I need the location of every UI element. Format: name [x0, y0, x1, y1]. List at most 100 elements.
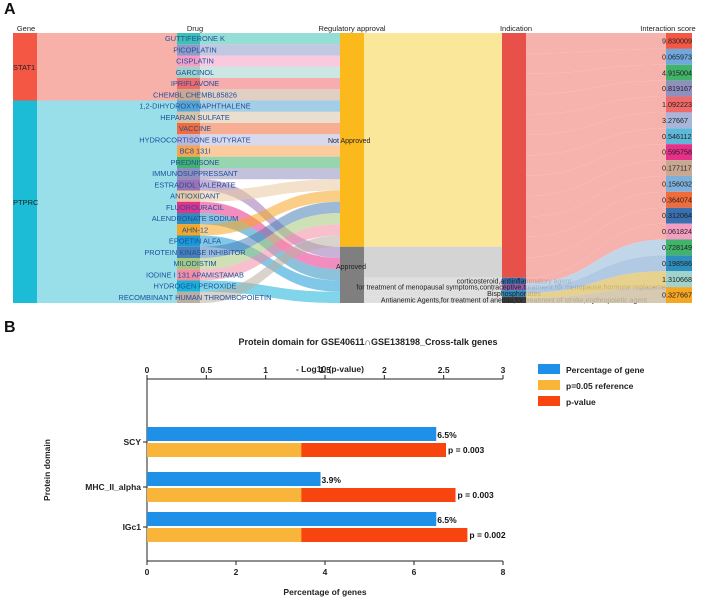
score-label: 0.819167 [662, 84, 692, 93]
column-header: Gene [17, 24, 35, 33]
indication-score-flow [526, 160, 666, 217]
indication-score-flow [526, 255, 666, 293]
legend-label: Percentage of gene [566, 365, 645, 375]
indication-score-flow [526, 207, 666, 278]
score-label: 0.364074 [662, 195, 692, 204]
score-node [666, 191, 692, 208]
drug-node [177, 269, 200, 281]
bottom-tick-label: 4 [323, 567, 328, 577]
drug-label: IPRIFLAVONE [171, 79, 219, 88]
drug-node [177, 66, 200, 78]
approval-label: Not Approved [328, 138, 371, 145]
score-node [666, 175, 692, 192]
drug-approval-ribbon [200, 213, 340, 270]
gene-flow-stat1 [37, 33, 177, 101]
percentage-bar [147, 512, 437, 526]
approval-indication-flow [364, 296, 502, 303]
drug-approval-ribbon [200, 44, 340, 56]
drug-node [177, 78, 200, 90]
drug-label: IMMUNOSUPPRESSANT [152, 169, 238, 178]
score-label: 0.061824 [662, 227, 692, 236]
indication-score-flow [526, 80, 666, 115]
score-node [666, 48, 692, 65]
drug-approval-ribbon [200, 235, 340, 303]
bottom-tick-label: 8 [501, 567, 506, 577]
legend-swatch [538, 364, 560, 374]
drug-approval-ribbon [200, 145, 340, 157]
drug-approval-ribbon [200, 134, 340, 146]
drug-approval-ribbon [200, 179, 340, 202]
indication-node [502, 290, 526, 297]
bottom-axis-title: Percentage of genes [283, 587, 366, 597]
approval-indication-flow [364, 290, 502, 297]
drug-approval-ribbon [200, 33, 340, 45]
score-node [666, 96, 692, 113]
drug-node [177, 235, 200, 247]
top-tick-label: 2 [382, 365, 387, 375]
drug-label: PICOPLATIN [173, 45, 216, 54]
drug-node [177, 280, 200, 292]
score-node [666, 128, 692, 145]
indication-node [502, 284, 526, 291]
reference-bar [147, 528, 302, 542]
drug-node [177, 145, 200, 157]
drug-approval-ribbon [200, 89, 340, 101]
score-label: 1.092223 [662, 100, 692, 109]
drug-approval-ribbon [200, 156, 340, 168]
gene-node-stat1 [13, 33, 37, 101]
indication-node [502, 296, 526, 303]
score-label: 0.728149 [662, 243, 692, 252]
top-tick-label: 3 [501, 365, 506, 375]
drug-label: RECOMBINANT HUMAN THROMBOPOIETIN [119, 293, 272, 302]
drug-label: GARCINOL [176, 68, 215, 77]
approval-indication-flow [364, 246, 502, 278]
drug-label: HYDROGEN PEROXIDE [154, 282, 237, 291]
drug-label: VACCINE [179, 124, 211, 133]
legend-swatch [538, 396, 560, 406]
indication-node [502, 277, 526, 285]
top-axis-title: - Log10 (p-value) [296, 364, 364, 374]
gene-label: STAT1 [13, 63, 35, 72]
drug-label: ANTIOXIDANT [170, 192, 220, 201]
approval-indication-flow [364, 277, 502, 285]
drug-node [177, 246, 200, 258]
approval-node [340, 33, 364, 247]
drug-label: PROTEIN KINASE INHIBITOR [144, 248, 245, 257]
score-node [666, 207, 692, 224]
drug-label: CHEMBL CHEMBL85826 [153, 90, 237, 99]
approval-label: Approved [336, 264, 366, 271]
pvalue-label: p = 0.003 [448, 445, 484, 455]
indication-score-flow [526, 271, 666, 298]
score-node [666, 223, 692, 240]
drug-approval-ribbon [200, 100, 340, 112]
approval-indication-flow [364, 284, 502, 291]
indication-node-main [502, 33, 526, 278]
score-label: 0.312064 [662, 211, 692, 220]
percentage-label: 3.9% [322, 475, 342, 485]
bottom-tick-label: 6 [412, 567, 417, 577]
indication-label: Bisphosphonates [487, 291, 541, 298]
drug-approval-ribbon [200, 201, 340, 258]
indication-score-flow [526, 33, 666, 54]
drug-node [177, 100, 200, 112]
drug-node [177, 224, 200, 236]
score-label: 0.156032 [662, 179, 692, 188]
score-node [666, 287, 692, 303]
drug-node [177, 213, 200, 225]
drug-label: FLUOROURACIL [166, 203, 224, 212]
gene-flow-ptprc [37, 100, 177, 303]
score-label: 0.595758 [662, 148, 692, 157]
indication-score-flow [526, 64, 666, 95]
column-header: Regulatory approval [318, 24, 385, 33]
drug-label: ESTRADIOL VALERATE [154, 180, 235, 189]
indication-label: corticosteroid,antiinflammatory agent [457, 278, 571, 285]
score-label: 0.327667 [662, 291, 692, 300]
score-label: 0.177117 [662, 164, 691, 173]
legend-label: p-value [566, 397, 596, 407]
indication-score-flow [526, 287, 666, 303]
drug-approval-ribbon [200, 66, 340, 78]
drug-label: HYDROCORTISONE BUTYRATE [139, 135, 250, 144]
indication-score-flow [526, 239, 666, 288]
drug-approval-ribbon [200, 111, 340, 123]
indication-score-flow [526, 112, 666, 156]
